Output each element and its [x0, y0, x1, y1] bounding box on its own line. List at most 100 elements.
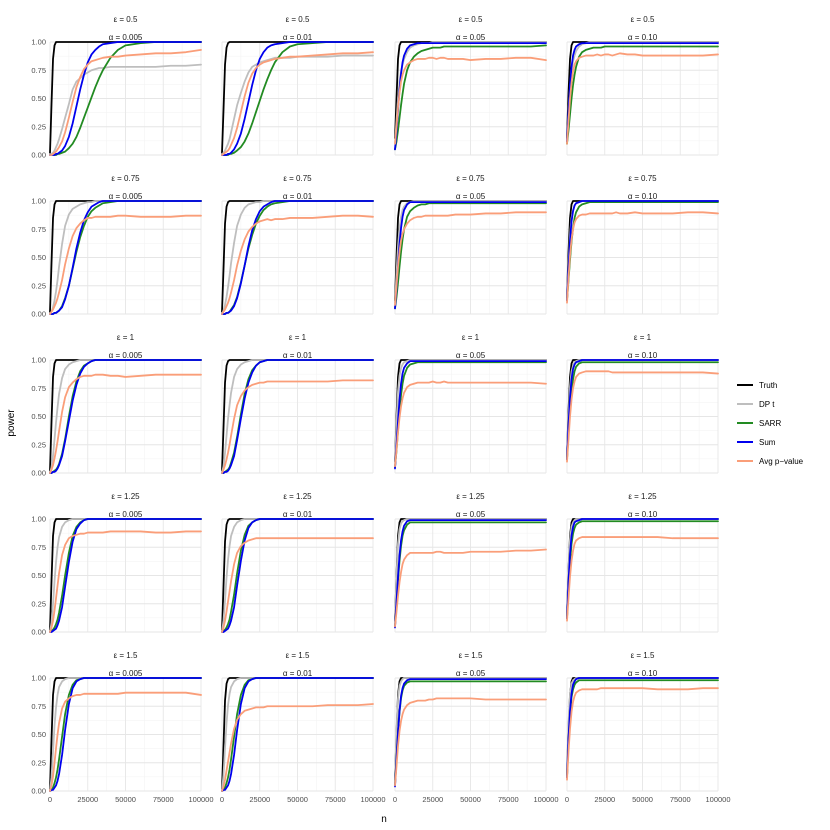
x-axis-title: n	[381, 814, 387, 825]
y-tick-label: 0.75	[31, 384, 46, 393]
facet-strip-alpha: α = 0.01	[283, 351, 313, 360]
y-tick-label: 0.75	[31, 702, 46, 711]
x-tick-label: 75000	[325, 795, 346, 804]
series-line-2	[394, 361, 547, 469]
y-tick-label: 1.00	[31, 674, 46, 683]
facet-strip-epsilon: ε = 0.75	[283, 174, 312, 183]
panel-grid	[566, 518, 719, 633]
facet-strip-epsilon: ε = 0.5	[286, 15, 310, 24]
series-line-2	[394, 202, 547, 310]
panel-grid	[566, 359, 719, 474]
panel-eps-0-alpha-0: ε = 0.5 α = 0.005	[49, 15, 202, 156]
y-tick-label: 0.00	[31, 310, 46, 319]
facet-strip-alpha: α = 0.05	[456, 33, 486, 42]
series-line-4	[49, 49, 202, 156]
series-line-3	[221, 359, 374, 474]
y-tick-label: 0.50	[31, 253, 46, 262]
y-tick-label: 0.00	[31, 469, 46, 478]
panel-eps-3-alpha-3: ε = 1.25 α = 0.10	[566, 492, 719, 633]
facet-strip-epsilon: ε = 1	[462, 333, 480, 342]
facet-strip-alpha: α = 0.10	[628, 33, 658, 42]
series-line-1	[566, 41, 719, 143]
x-tick-label: 75000	[670, 795, 691, 804]
series-line-3	[394, 519, 547, 629]
panel-eps-2-alpha-3: ε = 1 α = 0.10	[566, 333, 719, 474]
y-tick-label: 0.50	[31, 730, 46, 739]
y-tick-label: 0.50	[31, 94, 46, 103]
x-tick-label: 0	[393, 795, 397, 804]
series-line-3	[49, 41, 202, 156]
facet-strip-alpha: α = 0.05	[456, 510, 486, 519]
series-line-2	[394, 44, 547, 151]
panel-eps-3-alpha-0: ε = 1.25 α = 0.005	[49, 492, 202, 633]
series-line-3	[566, 200, 719, 302]
x-tick-label: 50000	[115, 795, 136, 804]
y-tick-label: 1.00	[31, 356, 46, 365]
facet-strip-alpha: α = 0.01	[283, 510, 313, 519]
series-line-3	[566, 42, 719, 143]
panel-eps-1-alpha-3: ε = 0.75 α = 0.10	[566, 174, 719, 315]
panel-eps-0-alpha-2: ε = 0.5 α = 0.05	[394, 15, 547, 156]
facet-strip-epsilon: ε = 0.5	[631, 15, 655, 24]
legend: Truth DP t SARR Sum Avg p−value	[737, 381, 804, 466]
x-tick-label: 50000	[460, 795, 481, 804]
y-tick-label: 0.25	[31, 281, 46, 290]
y-tick-label: 0.00	[31, 628, 46, 637]
facet-strip-epsilon: ε = 1.5	[286, 651, 310, 660]
series-line-4	[394, 548, 547, 628]
series-line-4	[394, 697, 547, 787]
legend-label-1: DP t	[759, 400, 775, 409]
y-tick-label: 0.00	[31, 151, 46, 160]
facet-strip-alpha: α = 0.005	[109, 192, 143, 201]
y-axis-tick-labels: 0.00 0.25 0.50 0.75 1.00 0.00 0.25 0.50 0.75 1.00…	[31, 38, 46, 796]
series-line-3	[49, 518, 202, 633]
facet-strip-alpha: α = 0.005	[109, 33, 143, 42]
series-line-4	[49, 373, 202, 474]
series-line-4	[566, 536, 719, 622]
legend-label-4: Avg p−value	[759, 457, 804, 466]
series-line-3	[394, 201, 547, 310]
y-tick-label: 1.00	[31, 197, 46, 206]
panel-eps-0-alpha-1: ε = 0.5 α = 0.01	[221, 15, 374, 156]
legend-label-3: Sum	[759, 438, 776, 447]
series-line-4	[394, 380, 547, 468]
panel-grid	[221, 677, 374, 792]
panel-grid	[221, 41, 374, 156]
y-tick-label: 0.25	[31, 758, 46, 767]
series-line-2	[566, 679, 719, 779]
panel-grid	[394, 518, 547, 633]
series-line-4	[221, 51, 374, 156]
facet-strip-alpha: α = 0.10	[628, 510, 658, 519]
facet-strip-epsilon: ε = 1.5	[631, 651, 655, 660]
y-tick-label: 0.50	[31, 412, 46, 421]
series-line-3	[221, 518, 374, 633]
series-line-3	[221, 677, 374, 792]
facet-strip-alpha: α = 0.10	[628, 351, 658, 360]
y-tick-label: 0.75	[31, 66, 46, 75]
series-line-3	[49, 359, 202, 474]
facet-strip-epsilon: ε = 0.5	[459, 15, 483, 24]
panel-grid	[566, 677, 719, 792]
x-tick-label: 100000	[705, 795, 730, 804]
y-tick-label: 0.25	[31, 122, 46, 131]
panel-grid	[394, 677, 547, 792]
panel-eps-1-alpha-2: ε = 0.75 α = 0.05	[394, 174, 547, 315]
series-line-3	[394, 42, 547, 151]
x-tick-label: 0	[565, 795, 569, 804]
series-line-4	[566, 52, 719, 145]
series-line-4	[49, 530, 202, 633]
x-tick-label: 50000	[632, 795, 653, 804]
legend-label-0: Truth	[759, 381, 777, 390]
panel-eps-4-alpha-2: ε = 1.5 α = 0.05	[394, 651, 547, 792]
y-tick-label: 0.25	[31, 440, 46, 449]
facet-strip-alpha: α = 0.005	[109, 669, 143, 678]
series-line-1	[394, 200, 547, 304]
facet-panels: ε = 0.5 α = 0.005 ε = 0.5 α = 0.01 ε = 0.5 α …	[49, 15, 719, 792]
facet-strip-epsilon: ε = 1	[634, 333, 652, 342]
x-tick-label: 25000	[422, 795, 443, 804]
panel-eps-1-alpha-0: ε = 0.75 α = 0.005	[49, 174, 202, 315]
x-tick-label: 25000	[249, 795, 270, 804]
facet-strip-epsilon: ε = 0.75	[456, 174, 485, 183]
series-line-4	[566, 687, 719, 781]
